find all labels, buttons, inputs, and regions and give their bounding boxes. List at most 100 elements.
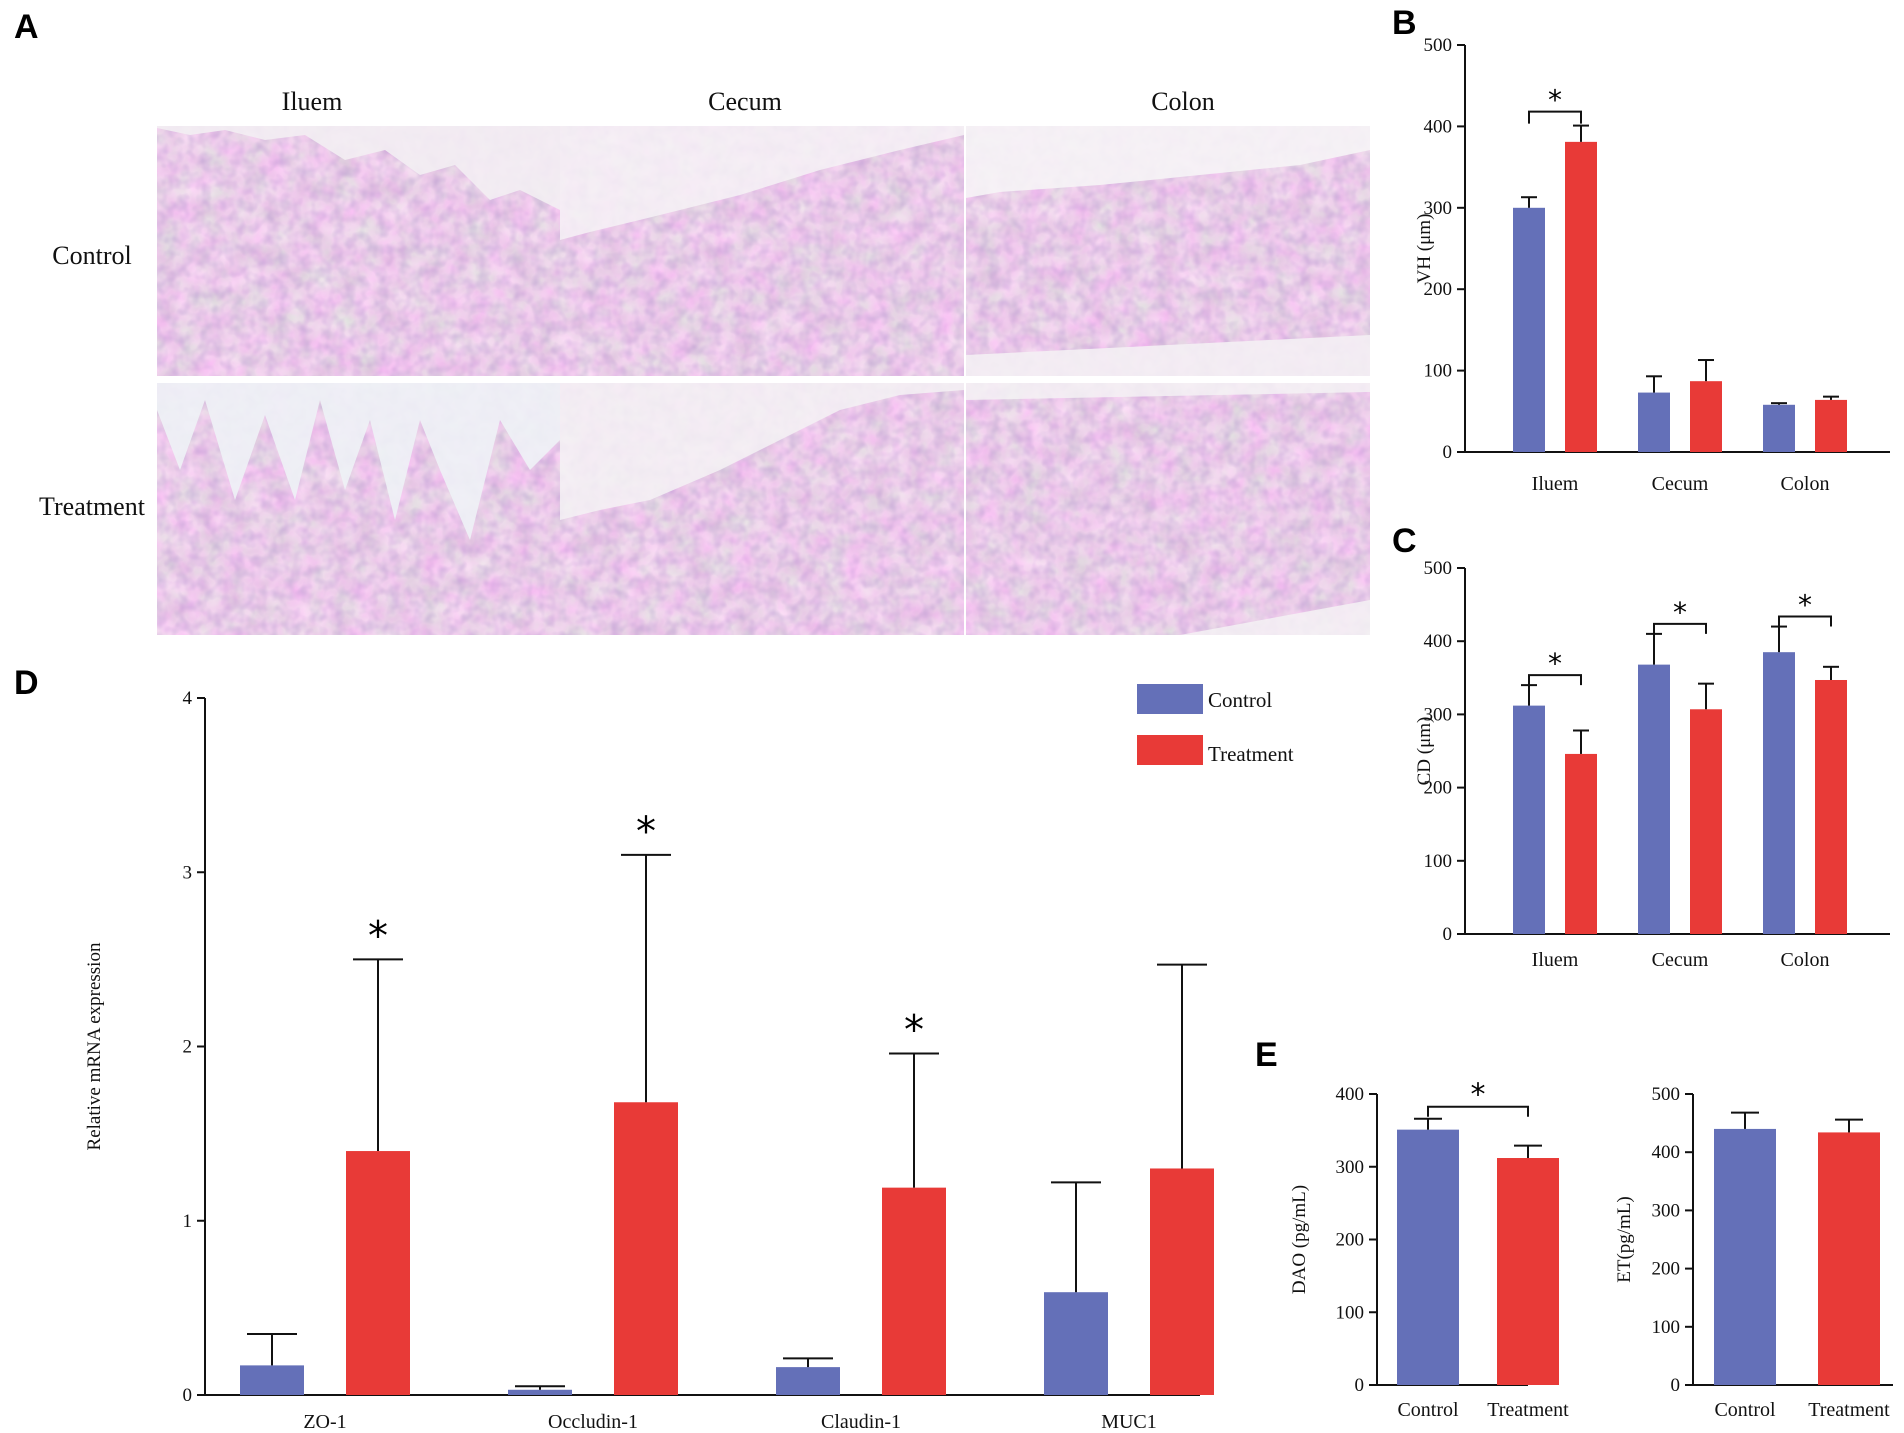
y-tick-label: 200 [1424,778,1453,799]
bar-control-claudin-1 [776,1367,840,1395]
y-axis-label: CD (μm) [1414,717,1435,786]
bar-control-muc1 [1044,1292,1108,1395]
micrograph-treatment-cecum [560,383,964,635]
y-tick-label: 4 [183,688,193,709]
x-category-label: Colon [1781,949,1830,971]
y-tick-label: 2 [183,1037,193,1058]
significance-star: * [1548,84,1562,117]
significance-star: * [368,913,388,959]
micrograph-control-colon [966,126,1370,376]
significance-star: * [904,1007,924,1053]
micrograph-control-cecum [560,126,964,376]
column-title-iluem: Iluem [282,87,343,116]
panel-e-label: E [1255,1036,1278,1074]
column-title-cecum: Cecum [708,87,782,116]
y-tick-label: 300 [1652,1200,1681,1221]
significance-bracket [1528,674,1582,686]
x-category-label: Treatment [1808,1399,1890,1421]
bar-treatment-cecum [1690,381,1722,452]
chart-e-et: 0 100 200 300 400 500 ET(pg/mL) Control Treatmen… [1614,1084,1893,1421]
legend-swatch-treatment [1137,735,1203,765]
significance-bracket [1653,622,1707,634]
x-category-label: Occludin-1 [548,1411,638,1433]
bar-control-iluem [1513,705,1545,934]
x-category-label: MUC1 [1101,1411,1157,1433]
y-tick-label: 1 [183,1211,193,1232]
x-category-label: Claudin-1 [821,1411,901,1433]
panel-a: A Iluem Cecum Colon Control Treatment [14,8,1370,635]
x-category-label: Treatment [1487,1399,1569,1421]
x-category-label: Iluem [1532,473,1579,495]
micrograph-treatment-iluem [157,383,560,635]
y-tick-label: 100 [1424,851,1453,872]
bar-control-colon [1763,652,1795,934]
y-tick-label: 100 [1336,1302,1365,1323]
bar-control-cecum [1638,392,1670,452]
y-tick-label: 500 [1652,1084,1681,1105]
y-tick-label: 0 [183,1385,193,1406]
legend-label-treatment: Treatment [1208,742,1294,766]
bar-control-iluem [1513,207,1545,452]
bar-control [1714,1128,1776,1385]
y-axis-label: VH (μm) [1414,214,1435,284]
x-category-label: Cecum [1652,473,1709,495]
bar-treatment-iluem [1565,141,1597,452]
chart-e-dao: 0 100 200 300 400 DAO (pg/mL) Control Treatment… [1289,1078,1569,1421]
bar-treatment [1818,1132,1880,1385]
panel-c-label: C [1392,522,1417,560]
x-category-label: Control [1714,1399,1776,1421]
significance-star: * [1798,589,1812,622]
chart-b: 0 100 200 300 400 500 VH (μm) Iluem * Cecum Colon [1414,35,1890,495]
y-tick-label: 200 [1424,279,1453,300]
y-tick-label: 200 [1652,1259,1681,1280]
bar-treatment-claudin-1 [882,1187,946,1395]
legend: Control Treatment [1137,684,1294,766]
panel-a-label: A [14,8,39,46]
micrograph-treatment-colon [966,383,1370,635]
significance-bracket [1778,615,1832,627]
y-tick-label: 300 [1424,704,1453,725]
x-category-label: Cecum [1652,949,1709,971]
panel-b-label: B [1392,4,1417,42]
bar-control-occludin-1 [508,1389,572,1395]
bar-treatment-occludin-1 [614,1102,678,1395]
panel-d-label: D [14,664,39,702]
y-tick-label: 100 [1424,361,1453,382]
bar-treatment-zo-1 [346,1151,410,1395]
x-category-label: Control [1397,1399,1459,1421]
y-tick-label: 500 [1424,35,1453,56]
bar-treatment-iluem [1565,753,1597,934]
y-axis-label: ET(pg/mL) [1614,1196,1635,1283]
y-tick-label: 500 [1424,558,1453,579]
y-tick-label: 0 [1443,442,1453,463]
bar-treatment-cecum [1690,709,1722,934]
row-title-treatment: Treatment [39,492,146,521]
column-title-colon: Colon [1151,87,1215,116]
significance-star: * [1548,647,1562,680]
significance-bracket [1528,110,1582,124]
significance-bracket [1427,1105,1529,1117]
y-tick-label: 100 [1652,1317,1681,1338]
bar-control-colon [1763,404,1795,452]
significance-star: * [636,809,656,855]
y-tick-label: 200 [1336,1230,1365,1251]
bar-control-cecum [1638,664,1670,934]
bar-treatment-muc1 [1150,1168,1214,1395]
y-axis-label: DAO (pg/mL) [1289,1185,1310,1294]
x-category-label: Colon [1781,473,1830,495]
y-tick-label: 3 [183,862,193,883]
y-tick-label: 0 [1443,924,1453,945]
chart-c: 0 100 200 300 400 500 CD (μm) Iluem * Cecum * Colon… [1414,558,1890,971]
x-category-label: ZO-1 [303,1411,346,1433]
y-tick-label: 400 [1336,1084,1365,1105]
legend-swatch-control [1137,684,1203,714]
y-tick-label: 400 [1424,631,1453,652]
bar-treatment [1497,1158,1559,1385]
y-tick-label: 300 [1336,1157,1365,1178]
bar-control [1397,1129,1459,1385]
micrograph-control-iluem [157,126,560,376]
row-title-control: Control [52,241,131,270]
x-category-label: Iluem [1532,949,1579,971]
bar-treatment-colon [1815,679,1847,934]
